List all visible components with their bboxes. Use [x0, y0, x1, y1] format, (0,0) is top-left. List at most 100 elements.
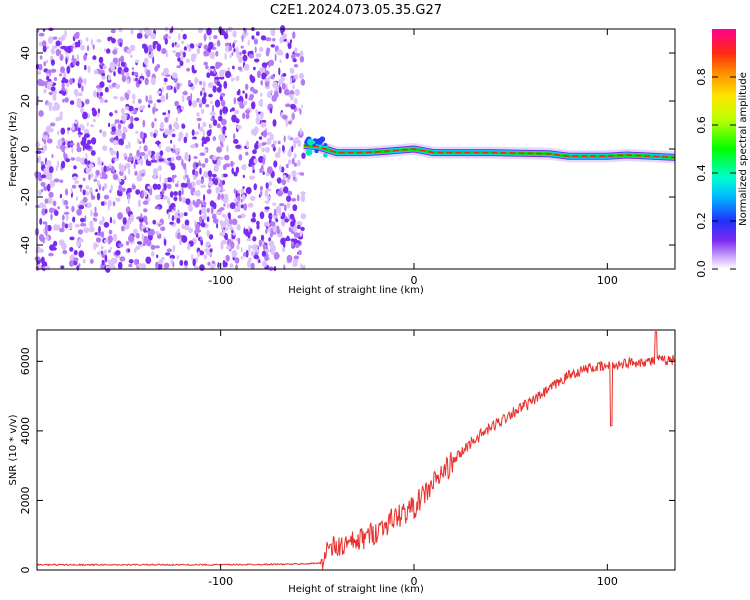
noise-point [233, 207, 240, 213]
noise-point [124, 106, 129, 110]
noise-point [112, 156, 116, 162]
noise-point [50, 48, 56, 55]
noise-point [240, 187, 244, 195]
noise-point [98, 225, 101, 234]
noise-point [216, 222, 219, 229]
noise-point [164, 81, 167, 86]
noise-point [59, 54, 64, 61]
noise-point [169, 191, 174, 198]
spectrogram-panel: -100 0 100 -40 -20 0 20 40 Height of straight l… [8, 25, 676, 296]
noise-point [245, 32, 249, 36]
noise-point [181, 123, 186, 129]
noise-point [78, 238, 84, 243]
noise-point [136, 246, 139, 250]
noise-point [267, 166, 273, 174]
noise-point [252, 236, 257, 242]
noise-point [241, 194, 246, 201]
noise-point [196, 112, 200, 117]
noise-point [287, 150, 292, 158]
noise-point [233, 133, 236, 140]
noise-point [164, 177, 168, 183]
noise-point [292, 58, 297, 63]
noise-point [180, 212, 184, 218]
y-tick-label: 4000 [19, 417, 32, 445]
noise-point [198, 99, 202, 105]
noise-point [139, 146, 142, 150]
noise-point [156, 183, 161, 190]
noise-point [75, 196, 79, 201]
noise-point [246, 141, 249, 148]
noise-point [251, 250, 255, 257]
noise-point [91, 137, 97, 145]
noise-point [212, 85, 217, 93]
noise-point [166, 177, 173, 183]
noise-point [142, 43, 147, 49]
noise-point [81, 124, 85, 131]
noise-point [169, 162, 175, 167]
noise-point [299, 50, 304, 57]
noise-point [63, 71, 67, 79]
noise-point [214, 76, 220, 80]
noise-point [203, 44, 208, 50]
noise-point [279, 50, 284, 56]
noise-point [221, 143, 224, 148]
noise-point [154, 118, 157, 122]
noise-point [294, 88, 301, 96]
noise-point [286, 202, 291, 209]
noise-point [173, 144, 176, 150]
noise-point [225, 254, 230, 262]
noise-point [154, 194, 161, 200]
noise-point [220, 29, 226, 36]
signal-blob [305, 148, 313, 156]
noise-point [107, 259, 112, 264]
noise-point [256, 223, 260, 230]
noise-point [127, 156, 133, 162]
noise-point [287, 42, 292, 50]
noise-point [113, 96, 118, 100]
noise-point [147, 104, 151, 108]
noise-point [224, 154, 230, 161]
noise-point [53, 224, 59, 231]
noise-point [258, 99, 263, 107]
noise-point [109, 112, 113, 117]
noise-point [119, 164, 126, 173]
noise-point [120, 61, 126, 67]
noise-point [289, 67, 295, 74]
noise-point [187, 79, 192, 86]
noise-point [270, 221, 276, 227]
noise-point [168, 35, 172, 40]
noise-point [96, 192, 101, 201]
noise-point [298, 249, 302, 256]
noise-point [125, 144, 129, 149]
noise-point [300, 78, 306, 86]
noise-point [249, 176, 255, 180]
noise-point [225, 70, 231, 79]
noise-point [220, 92, 226, 97]
noise-point [46, 160, 52, 166]
noise-point [217, 186, 222, 192]
noise-point [270, 28, 276, 37]
noise-point [152, 155, 156, 161]
noise-point [99, 91, 104, 97]
noise-point [195, 43, 199, 48]
noise-point [157, 140, 160, 147]
noise-point [259, 112, 264, 120]
noise-point [175, 147, 181, 152]
noise-point [102, 65, 107, 70]
noise-point [115, 250, 121, 256]
noise-point [47, 224, 52, 232]
noise-point [80, 44, 85, 51]
noise-point [183, 136, 188, 144]
noise-point [48, 252, 54, 257]
noise-point [130, 29, 134, 35]
noise-point [63, 211, 70, 215]
noise-point [77, 127, 81, 133]
noise-point [148, 94, 153, 101]
noise-point [178, 190, 182, 197]
noise-point [158, 158, 165, 162]
noise-point [129, 54, 133, 58]
noise-point [108, 241, 111, 245]
noise-point [285, 52, 289, 60]
noise-point [248, 244, 251, 253]
noise-point [40, 256, 45, 265]
